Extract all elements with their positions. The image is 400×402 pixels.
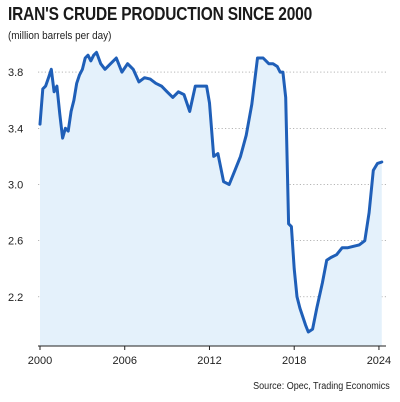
- production-line: [38, 50, 384, 334]
- y-tick-label: 2.2: [8, 292, 23, 304]
- y-tick-labels: 2.2 2.6 3.0 3.4 3.8: [8, 67, 23, 304]
- source-note: Source: Opec, Trading Economics: [253, 381, 390, 392]
- chart-title: IRAN'S CRUDE PRODUCTION SINCE 2000: [8, 4, 313, 24]
- x-tick-label: 2000: [28, 355, 52, 367]
- x-tick-label: 2024: [367, 355, 391, 367]
- x-tick-label: 2006: [112, 355, 136, 367]
- y-tick-label: 3.4: [8, 123, 23, 135]
- production-area-fill: [40, 52, 382, 347]
- x-tick-labels: 2000 2006 2012 2018 2024: [28, 346, 391, 367]
- x-tick-label: 2018: [282, 355, 306, 367]
- chart-subtitle: (million barrels per day): [8, 30, 112, 42]
- y-tick-label: 3.0: [8, 179, 23, 191]
- y-tick-label: 2.6: [8, 236, 23, 248]
- x-tick-label: 2012: [197, 355, 221, 367]
- y-tick-label: 3.8: [8, 67, 23, 79]
